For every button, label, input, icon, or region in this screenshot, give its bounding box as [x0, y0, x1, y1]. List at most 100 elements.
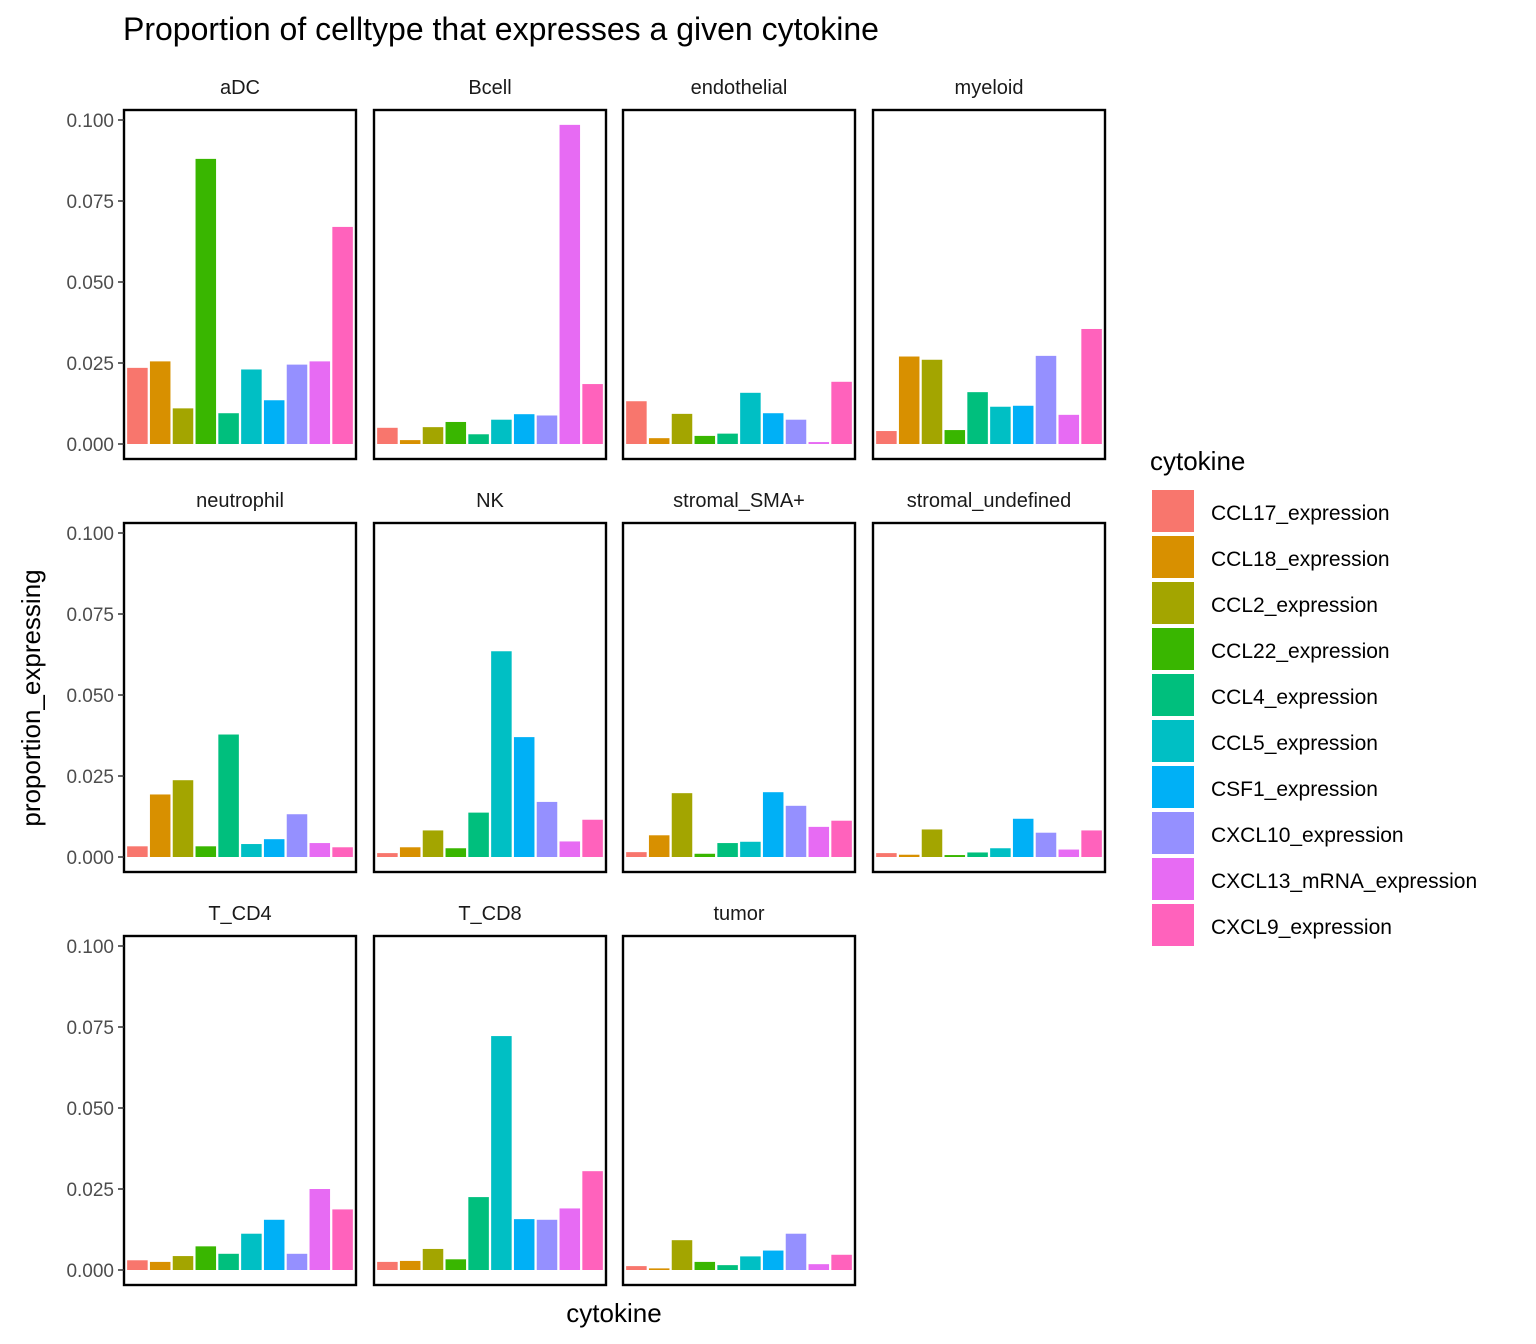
- legend-label: CCL18_expression: [1211, 548, 1390, 571]
- legend-label: CCL4_expression: [1211, 686, 1378, 709]
- legend-key-CSF1_expression: [1152, 766, 1194, 808]
- bar-T_CD4-1: [149, 1261, 171, 1270]
- bar-myeloid-3: [944, 430, 966, 444]
- bar-tumor-8: [808, 1264, 830, 1270]
- bar-tumor-2: [671, 1240, 693, 1270]
- y-tick-label: 0.050: [66, 1099, 114, 1120]
- panel-border: [621, 934, 857, 1287]
- bar-T_CD8-7: [536, 1219, 558, 1270]
- facet-stromal_SMA+: stromal_SMA+: [621, 490, 857, 874]
- bar-Bcell-0: [377, 427, 398, 444]
- bar-T_CD4-0: [127, 1260, 148, 1270]
- bar-T_CD8-4: [468, 1197, 489, 1270]
- y-tick-label: 0.075: [66, 605, 114, 626]
- bar-myeloid-9: [1081, 328, 1102, 444]
- bar-aDC-5: [241, 369, 262, 444]
- bar-aDC-7: [286, 364, 308, 444]
- bar-T_CD8-6: [513, 1219, 535, 1270]
- bar-NK-7: [536, 801, 558, 857]
- bar-Bcell-7: [536, 415, 558, 444]
- bar-myeloid-4: [967, 392, 988, 444]
- bar-tumor-5: [740, 1256, 761, 1270]
- bar-stromal_SMA+-1: [648, 835, 670, 857]
- bar-myeloid-5: [990, 406, 1011, 444]
- bar-aDC-0: [127, 367, 148, 444]
- legend-label: CCL17_expression: [1211, 502, 1390, 525]
- y-tick-label: 0.025: [66, 1180, 114, 1201]
- y-tick-label: 0.075: [66, 192, 114, 213]
- bar-Bcell-2: [422, 427, 444, 444]
- bar-aDC-2: [172, 408, 194, 444]
- panel-border: [871, 521, 1107, 874]
- bar-NK-1: [399, 847, 421, 857]
- bar-aDC-8: [309, 361, 331, 444]
- bar-endothelial-8: [808, 442, 830, 444]
- bar-myeloid-6: [1012, 405, 1034, 444]
- bar-aDC-6: [263, 400, 285, 444]
- panel-border: [122, 934, 358, 1287]
- bar-NK-8: [559, 841, 581, 857]
- legend-key-CCL17_expression: [1152, 490, 1194, 532]
- panel-border: [871, 108, 1107, 461]
- bar-T_CD8-5: [491, 1036, 512, 1270]
- bar-Bcell-8: [559, 124, 581, 445]
- facet-T_CD4: T_CD4 0.000 0.025 0.050 0.075 0.100: [66, 903, 358, 1287]
- bar-endothelial-2: [671, 413, 693, 444]
- bar-endothelial-3: [694, 435, 716, 444]
- facet-myeloid: myeloid: [871, 77, 1107, 461]
- y-tick-label: 0.000: [66, 435, 114, 456]
- legend-label: CCL5_expression: [1211, 732, 1378, 755]
- bar-tumor-1: [648, 1268, 670, 1270]
- legend-key-CCL4_expression: [1152, 674, 1194, 716]
- bar-neutrophil-7: [286, 814, 308, 857]
- bar-Bcell-6: [513, 414, 535, 444]
- bar-stromal_SMA+-4: [717, 843, 738, 857]
- bar-neutrophil-9: [332, 847, 353, 857]
- bar-T_CD4-6: [263, 1219, 285, 1270]
- bar-tumor-4: [717, 1265, 738, 1270]
- bar-Bcell-3: [445, 421, 467, 444]
- y-tick-label: 0.100: [66, 111, 114, 132]
- bar-T_CD8-3: [445, 1259, 467, 1270]
- bar-T_CD4-2: [172, 1256, 194, 1270]
- facet-label: tumor: [713, 903, 764, 925]
- bar-stromal_undefined-7: [1035, 832, 1057, 857]
- y-axis-title: proportion_expressing: [16, 569, 46, 826]
- bar-NK-0: [377, 853, 398, 857]
- bar-T_CD8-0: [377, 1261, 398, 1270]
- bar-neutrophil-0: [127, 846, 148, 857]
- bar-neutrophil-1: [149, 794, 171, 857]
- panel-border: [122, 108, 358, 461]
- bar-NK-2: [422, 830, 444, 857]
- bar-stromal_SMA+-8: [808, 826, 830, 857]
- facet-label: neutrophil: [196, 490, 284, 512]
- bar-T_CD4-7: [286, 1253, 308, 1270]
- bar-stromal_SMA+-7: [785, 805, 807, 857]
- facet-tumor: tumor: [621, 903, 857, 1287]
- legend-label: CCL2_expression: [1211, 594, 1378, 617]
- bar-stromal_undefined-8: [1058, 849, 1080, 857]
- bar-T_CD4-5: [241, 1233, 262, 1270]
- bar-stromal_SMA+-0: [626, 852, 647, 857]
- bar-myeloid-0: [876, 431, 897, 444]
- bar-T_CD4-3: [195, 1246, 217, 1270]
- legend-key-CCL2_expression: [1152, 582, 1194, 624]
- y-tick-label: 0.050: [66, 686, 114, 707]
- legend-label: CXCL9_expression: [1211, 916, 1392, 939]
- bar-neutrophil-3: [195, 846, 217, 857]
- bar-stromal_SMA+-2: [671, 793, 693, 857]
- facet-label: stromal_undefined: [907, 490, 1072, 512]
- bar-T_CD8-2: [422, 1248, 444, 1270]
- bar-stromal_undefined-3: [944, 855, 966, 857]
- bar-T_CD4-8: [309, 1189, 331, 1270]
- y-tick-label: 0.025: [66, 767, 114, 788]
- bar-stromal_SMA+-6: [762, 792, 784, 857]
- facet-label: stromal_SMA+: [673, 490, 805, 512]
- bar-T_CD4-4: [218, 1253, 239, 1270]
- legend-key-CCL5_expression: [1152, 720, 1194, 762]
- bar-tumor-3: [694, 1261, 716, 1270]
- bar-Bcell-9: [582, 384, 603, 444]
- facet-NK: NK: [372, 490, 608, 874]
- bar-NK-9: [582, 819, 603, 857]
